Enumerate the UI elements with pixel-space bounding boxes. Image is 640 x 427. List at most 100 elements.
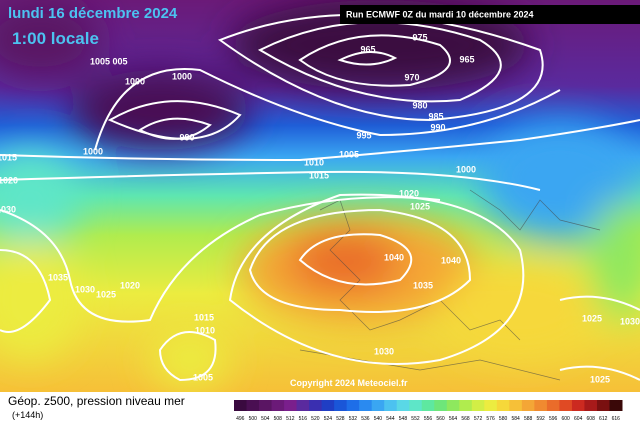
isobar-label: 1040: [384, 252, 404, 262]
isobar-label: 990: [430, 122, 445, 132]
isobar-label: 1025: [582, 313, 602, 323]
colorbar-swatch: [509, 400, 523, 411]
colorbar-label: 508: [274, 416, 283, 422]
isobar-label: 1020: [0, 175, 18, 185]
isobar-label: 1000: [172, 71, 192, 81]
colorbar-label: 588: [524, 416, 533, 422]
isobar-label: 980: [412, 100, 427, 110]
colorbar-label: 552: [411, 416, 420, 422]
colorbar-label: 568: [461, 416, 470, 422]
isobar-label: 990: [179, 132, 194, 142]
colorbar-swatch: [296, 400, 310, 411]
colorbar-swatch: [359, 400, 373, 411]
isobar-label: 1030: [0, 204, 16, 214]
colorbar-swatch: [559, 400, 573, 411]
isobar-label: 975: [412, 32, 427, 42]
colorbar-label: 600: [562, 416, 571, 422]
isobar-label: 1010: [195, 325, 215, 335]
isobar-label: 1010: [304, 157, 324, 167]
isobar-label: 1030: [620, 316, 640, 326]
colorbar-swatch: [584, 400, 598, 411]
colorbar-swatch: [271, 400, 285, 411]
isobar-label: 1030: [374, 346, 394, 356]
forecast-time: 1:00 locale: [12, 29, 99, 48]
colorbar-swatch: [484, 400, 498, 411]
isobar-label: 1005: [90, 56, 110, 66]
colorbar-swatch: [234, 400, 248, 411]
colorbar-label: 524: [324, 416, 333, 422]
colorbar-label: 516: [299, 416, 308, 422]
colorbar-label: 576: [486, 416, 495, 422]
isobar-label: 1040: [441, 255, 461, 265]
isobar-label: 005: [112, 56, 127, 66]
isobar-label: 985: [428, 111, 443, 121]
run-info: Run ECMWF 0Z du mardi 10 décembre 2024: [346, 9, 534, 19]
colorbar-swatch: [334, 400, 348, 411]
colorbar-swatch: [571, 400, 585, 411]
colorbar-label: 592: [536, 416, 545, 422]
isobar-label: 1000: [456, 164, 476, 174]
colorbar-label: 504: [261, 416, 270, 422]
footer-lead: (+144h): [12, 410, 43, 420]
isobar-label: 1035: [413, 280, 433, 290]
colorbar-swatch: [309, 400, 323, 411]
colorbar-label: 572: [474, 416, 483, 422]
colorbar-label: 500: [249, 416, 258, 422]
isobar-label: 1015: [0, 152, 17, 162]
isobar-label: 1025: [410, 201, 430, 211]
isobars: [0, 13, 640, 382]
colorbar-swatch: [259, 400, 273, 411]
footer-title: Géop. z500, pression niveau mer: [8, 394, 185, 408]
colorbar-label: 612: [599, 416, 608, 422]
colorbar-swatch: [434, 400, 448, 411]
isobar-label: 1020: [120, 280, 140, 290]
colorbar-label: 584: [511, 416, 520, 422]
colorbar-swatch: [246, 400, 260, 411]
colorbar-swatch: [421, 400, 435, 411]
isobar-label: 1005: [339, 149, 359, 159]
colorbar-label: 604: [574, 416, 583, 422]
colorbar-label: 564: [449, 416, 458, 422]
colorbar-label: 496: [236, 416, 245, 422]
colorbar-label: 544: [386, 416, 395, 422]
colorbar-swatch: [346, 400, 360, 411]
colorbar-swatch: [459, 400, 473, 411]
colorbar-swatch: [534, 400, 548, 411]
field: [0, 0, 640, 392]
colorbar-label: 536: [361, 416, 370, 422]
colorbar-swatch: [496, 400, 510, 411]
colorbar-label: 532: [349, 416, 358, 422]
isobar-label: 1015: [309, 170, 329, 180]
colorbar-swatch: [609, 400, 623, 411]
colorbar-label: 580: [499, 416, 508, 422]
isobar-label: 965: [360, 44, 375, 54]
isobar-label: 1000: [83, 146, 103, 156]
forecast-date: lundi 16 décembre 2024: [8, 5, 178, 22]
colorbar-swatch: [371, 400, 385, 411]
isobar-label: 970: [404, 72, 419, 82]
colorbar-label: 520: [311, 416, 320, 422]
isobar-label: 965: [459, 54, 474, 64]
colorbar-label: 608: [587, 416, 596, 422]
colorbar-swatch: [596, 400, 610, 411]
colorbar-label: 528: [336, 416, 345, 422]
isobar-label: 1020: [399, 188, 419, 198]
colorbar-label: 512: [286, 416, 295, 422]
colorbar-label: 548: [399, 416, 408, 422]
colorbar-swatch: [284, 400, 298, 411]
isobar-label: 1025: [590, 374, 610, 384]
colorbar-swatch: [446, 400, 460, 411]
colorbar-swatch: [396, 400, 410, 411]
isobar-label: 1000: [125, 76, 145, 86]
isobar-label: 1015: [194, 312, 214, 322]
colorbar-swatch: [321, 400, 335, 411]
colorbar-swatch: [471, 400, 485, 411]
colorbar-label: 540: [374, 416, 383, 422]
colorbar-label: 556: [424, 416, 433, 422]
isobar-label: 1025: [96, 289, 116, 299]
colorbar-swatch: [409, 400, 423, 411]
isobar-label: 995: [356, 130, 371, 140]
colorbar-label: 560: [436, 416, 445, 422]
isobar-label: 1005: [193, 372, 213, 382]
